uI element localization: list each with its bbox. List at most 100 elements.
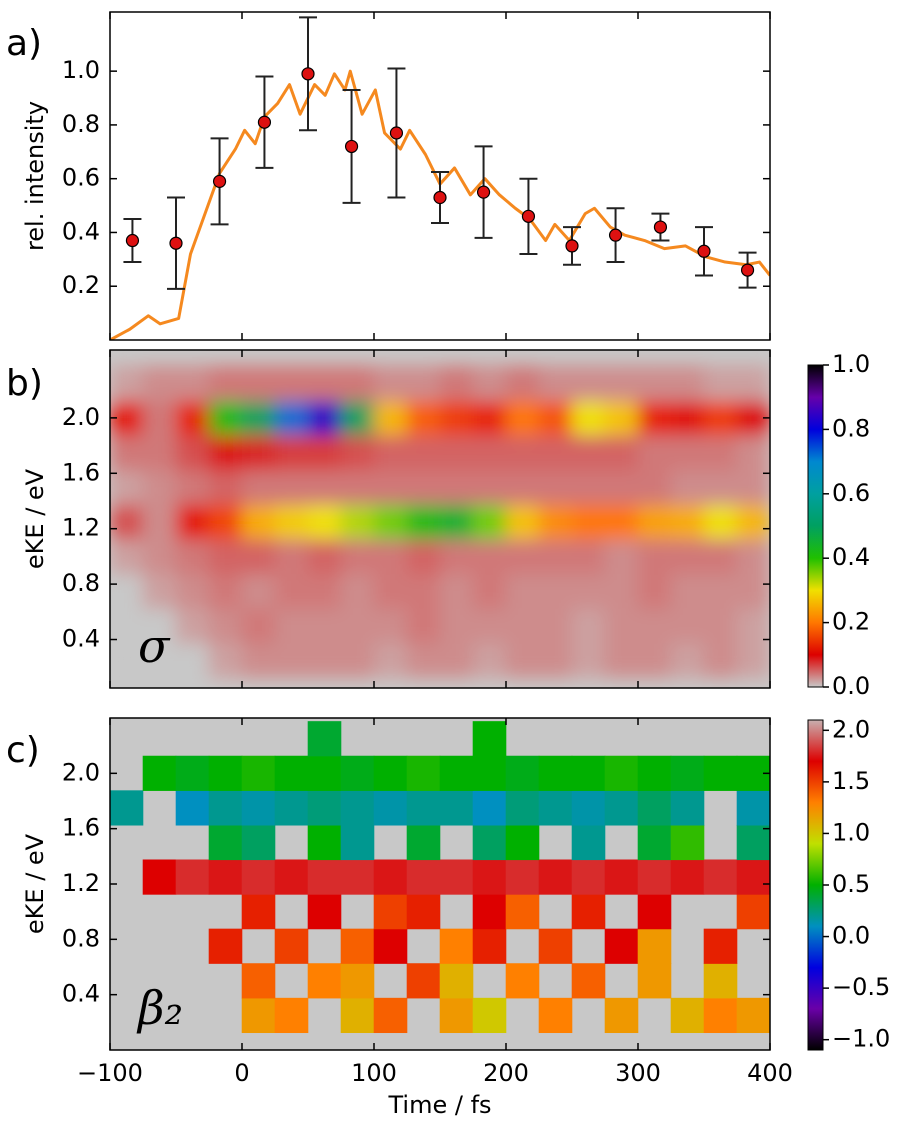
heatmap-cell	[439, 504, 474, 540]
heatmap-cell	[340, 400, 375, 436]
heatmap-cell	[703, 400, 738, 436]
colorbar-tick-label: 0.0	[832, 922, 870, 950]
x-axis-label: Time / fs	[387, 1091, 491, 1119]
heatmap-cell	[538, 859, 573, 895]
heatmap-cell	[604, 790, 639, 826]
heatmap-cell	[538, 997, 573, 1034]
heatmap-cell	[241, 434, 276, 471]
heatmap-cell	[241, 573, 276, 609]
heatmap-cell	[505, 573, 540, 609]
y-tick-label: 0.4	[62, 217, 100, 245]
heatmap-cell	[307, 538, 342, 575]
data-point	[301, 67, 315, 81]
heatmap-cell	[505, 755, 540, 791]
heatmap-cell	[439, 365, 474, 401]
heatmap-cell	[208, 434, 243, 471]
panel-label: b)	[6, 363, 43, 404]
heatmap-cell	[571, 824, 606, 861]
data-point	[344, 139, 359, 154]
data-point	[653, 220, 668, 234]
heatmap-cell	[637, 365, 672, 401]
x-tick-label: 300	[615, 1059, 661, 1087]
heatmap-cell	[142, 504, 177, 540]
heatmap-cell	[472, 928, 507, 964]
heatmap-cell	[307, 755, 342, 791]
heatmap-cell	[340, 469, 375, 505]
y-tick-label: 0.8	[62, 110, 100, 138]
heatmap-cell	[670, 790, 705, 826]
heatmap-cell	[472, 755, 507, 791]
heatmap-cell	[736, 469, 770, 505]
heatmap-cell	[175, 642, 210, 678]
heatmap-cell	[340, 504, 375, 540]
heatmap-cell	[208, 365, 243, 401]
data-point	[212, 174, 227, 188]
heatmap-cell	[571, 790, 606, 826]
y-tick-label: 0.4	[62, 625, 100, 653]
heatmap-cell	[472, 434, 507, 471]
heatmap-cell	[736, 790, 770, 826]
heatmap-cell	[637, 894, 672, 930]
heatmap-cell	[472, 997, 507, 1034]
heatmap-cell	[340, 608, 375, 644]
heatmap-cell	[307, 963, 342, 999]
heatmap-cell	[637, 859, 672, 895]
heatmap-cell	[110, 504, 144, 540]
heatmap-cell	[571, 400, 606, 436]
heatmap-cell	[373, 894, 408, 930]
heatmap-cell	[538, 365, 573, 401]
heatmap-cell	[472, 642, 507, 678]
data-point	[125, 233, 140, 248]
heatmap-cell	[406, 365, 441, 401]
heatmap-cell	[110, 790, 144, 826]
panel-label: c)	[6, 730, 40, 771]
heatmap-cell	[208, 573, 243, 609]
heatmap-cell	[472, 608, 507, 644]
heatmap-cell	[538, 642, 573, 678]
colorbar-tick-label: 0.6	[832, 479, 870, 507]
heatmap-cell	[472, 469, 507, 505]
heatmap-cell	[274, 538, 309, 575]
heatmap-cell	[571, 642, 606, 678]
heatmap-cell	[736, 824, 770, 861]
heatmap-cell	[538, 504, 573, 540]
y-tick-label: 1.6	[62, 458, 100, 486]
heatmap-cell	[670, 504, 705, 540]
y-tick-label: 0.8	[62, 569, 100, 597]
heatmap-cell	[373, 400, 408, 436]
heatmap-cell	[110, 608, 144, 644]
y-axis-label: rel. intensity	[21, 101, 49, 251]
y-tick-label: 1.0	[62, 56, 100, 84]
heatmap-cell	[571, 504, 606, 540]
heatmap-cell	[439, 642, 474, 678]
plot-frame	[109, 717, 771, 1051]
heatmap-cell	[505, 894, 540, 930]
heatmap-cell	[175, 573, 210, 609]
x-tick-label: 100	[351, 1059, 397, 1087]
heatmap-cell	[406, 573, 441, 609]
heatmap-cell	[274, 434, 309, 471]
heatmap-cell	[274, 573, 309, 609]
heatmap-cell	[373, 755, 408, 791]
heatmap-cell	[241, 504, 276, 540]
data-point	[565, 239, 579, 253]
y-tick-label: 2.0	[62, 758, 100, 786]
heatmap-cell	[439, 790, 474, 826]
heatmap-cell	[538, 790, 573, 826]
colorbar	[807, 364, 824, 688]
heatmap-cell	[241, 400, 276, 436]
heatmap-cell	[142, 469, 177, 505]
y-axis-label: eKE / eV	[21, 468, 49, 569]
heatmap-cell	[604, 928, 639, 964]
heatmap-cell	[736, 434, 770, 471]
heatmap-cell	[340, 824, 375, 861]
heatmap-cell	[505, 434, 540, 471]
heatmap-cell	[604, 504, 639, 540]
heatmap-cell	[208, 755, 243, 791]
heatmap-cell	[571, 963, 606, 999]
heatmap-cell	[472, 504, 507, 540]
heatmap-cell	[307, 894, 342, 930]
heatmap-cell	[340, 365, 375, 401]
heatmap-cell	[406, 434, 441, 471]
